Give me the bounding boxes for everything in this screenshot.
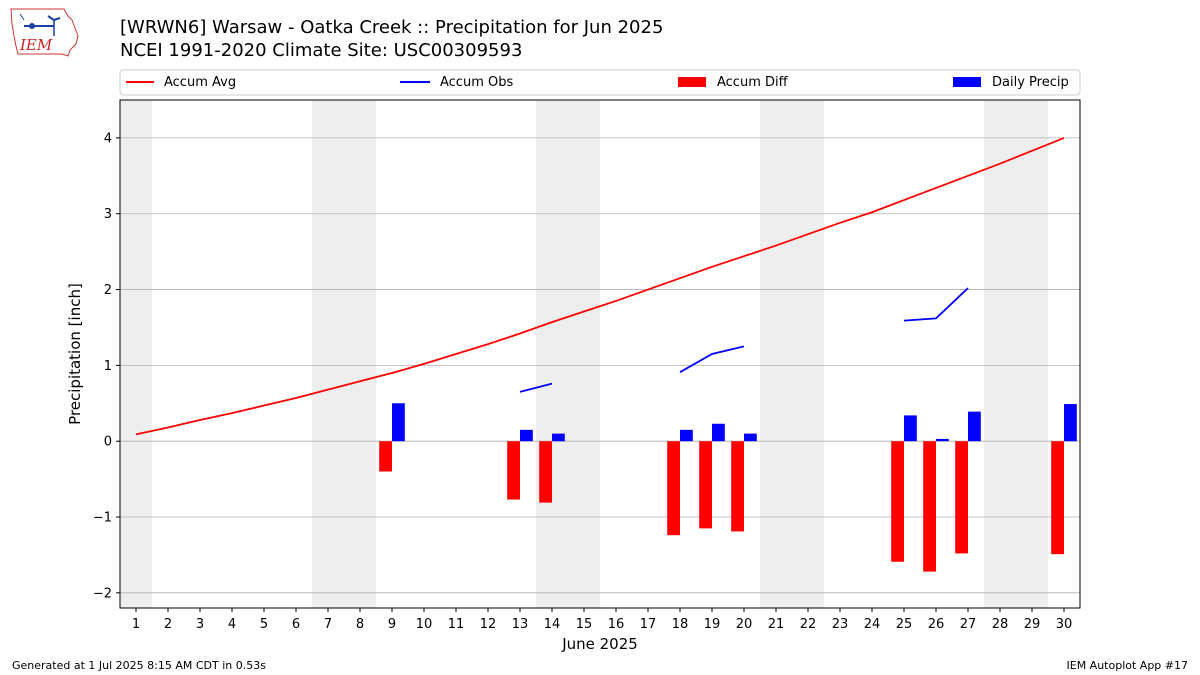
- x-tick-label: 20: [736, 617, 753, 632]
- x-tick-label: 19: [704, 617, 721, 632]
- x-tick-label: 10: [416, 617, 433, 632]
- x-tick-label: 6: [292, 617, 300, 632]
- y-tick-label: 1: [104, 359, 112, 374]
- x-tick-label: 27: [960, 617, 977, 632]
- daily-precip-bar: [392, 403, 405, 442]
- daily-precip-bar: [712, 423, 725, 442]
- daily-precip-bar: [520, 429, 533, 442]
- gridlines: [120, 137, 1080, 594]
- weekend-band: [760, 100, 792, 608]
- x-tick-label: 23: [832, 617, 849, 632]
- x-tick-label: 26: [928, 617, 945, 632]
- lines: [135, 137, 1065, 436]
- generated-timestamp: Generated at 1 Jul 2025 8:15 AM CDT in 0…: [12, 659, 266, 672]
- accum-avg-line: [135, 137, 1065, 436]
- daily-precip-bar: [744, 433, 757, 442]
- accum-diff-bar: [507, 441, 520, 500]
- accum-diff-bar: [667, 441, 680, 536]
- weekend-band: [120, 100, 152, 608]
- x-tick-label: 18: [672, 617, 689, 632]
- daily-precip-bar: [680, 429, 693, 442]
- accum-diff-bar: [955, 441, 968, 554]
- weekend-shading: [120, 100, 1048, 608]
- x-tick-label: 8: [356, 617, 364, 632]
- weekend-band: [312, 100, 344, 608]
- y-axis-label: Precipitation [inch]: [66, 283, 84, 425]
- legend-accum-avg-label: Accum Avg: [164, 75, 236, 90]
- y-tick-label: −2: [93, 586, 112, 601]
- daily-precip-bar: [1064, 404, 1077, 442]
- x-tick-label: 3: [196, 617, 204, 632]
- x-tick-label: 2: [164, 617, 172, 632]
- accum-diff-bar: [1051, 441, 1064, 555]
- accum-diff-bar: [379, 441, 392, 472]
- legend-accum-obs-label: Accum Obs: [440, 75, 513, 90]
- accum-diff-bar: [539, 441, 552, 503]
- legend: Accum Avg Accum Obs Accum Diff Daily Pre…: [119, 69, 1081, 96]
- chart-subtitle: NCEI 1991-2020 Climate Site: USC00309593: [120, 40, 523, 61]
- x-tick-label: 15: [576, 617, 593, 632]
- x-tick-label: 30: [1056, 617, 1073, 632]
- y-tick-label: 0: [104, 435, 112, 450]
- x-tick-label: 13: [512, 617, 529, 632]
- x-tick-label: 29: [1024, 617, 1041, 632]
- legend-daily-precip-label: Daily Precip: [992, 75, 1069, 90]
- x-tick-label: 11: [448, 617, 465, 632]
- x-tick-label: 22: [800, 617, 817, 632]
- plot-frame: [119, 99, 1081, 609]
- daily-precip-bar: [936, 438, 949, 442]
- weekend-band: [1016, 100, 1048, 608]
- app-label: IEM Autoplot App #17: [1066, 659, 1189, 672]
- logo-text: IEM: [19, 36, 53, 54]
- y-tick-label: −1: [93, 511, 112, 526]
- x-tick-label: 14: [544, 617, 561, 632]
- legend-accum-diff-label: Accum Diff: [717, 75, 789, 90]
- legend-accum-diff-swatch: [678, 77, 706, 87]
- x-axis-label: June 2025: [561, 635, 638, 653]
- x-tick-label: 12: [480, 617, 497, 632]
- accum-obs-line: [903, 287, 969, 322]
- accum-obs-line: [679, 345, 745, 373]
- weekend-band: [344, 100, 376, 608]
- bars: [379, 403, 1077, 572]
- chart-title: [WRWN6] Warsaw - Oatka Creek :: Precipit…: [120, 17, 664, 38]
- x-tick-label: 28: [992, 617, 1009, 632]
- daily-precip-bar: [904, 415, 917, 442]
- x-tick-label: 1: [132, 617, 140, 632]
- legend-daily-precip-swatch: [953, 77, 981, 87]
- weekend-band: [792, 100, 824, 608]
- daily-precip-bar: [552, 433, 565, 442]
- accum-diff-bar: [891, 441, 904, 562]
- daily-precip-bar: [968, 411, 981, 442]
- x-tick-label: 17: [640, 617, 657, 632]
- iem-logo: IEM: [10, 8, 79, 57]
- accum-obs-line: [519, 382, 553, 393]
- accum-diff-bar: [731, 441, 744, 532]
- y-tick-label: 2: [104, 283, 112, 298]
- accum-diff-bar: [699, 441, 712, 529]
- x-tick-label: 16: [608, 617, 625, 632]
- x-tick-label: 21: [768, 617, 785, 632]
- y-tick-label: 3: [104, 207, 112, 222]
- weekend-band: [568, 100, 600, 608]
- legend-frame: [119, 69, 1081, 96]
- x-tick-label: 7: [324, 617, 332, 632]
- x-tick-label: 24: [864, 617, 881, 632]
- x-tick-label: 9: [388, 617, 396, 632]
- x-tick-label: 4: [228, 617, 236, 632]
- x-tick-label: 25: [896, 617, 913, 632]
- accum-diff-bar: [923, 441, 936, 572]
- x-tick-label: 5: [260, 617, 268, 632]
- y-tick-label: 4: [104, 131, 112, 146]
- weekend-band: [984, 100, 1016, 608]
- weekend-band: [536, 100, 568, 608]
